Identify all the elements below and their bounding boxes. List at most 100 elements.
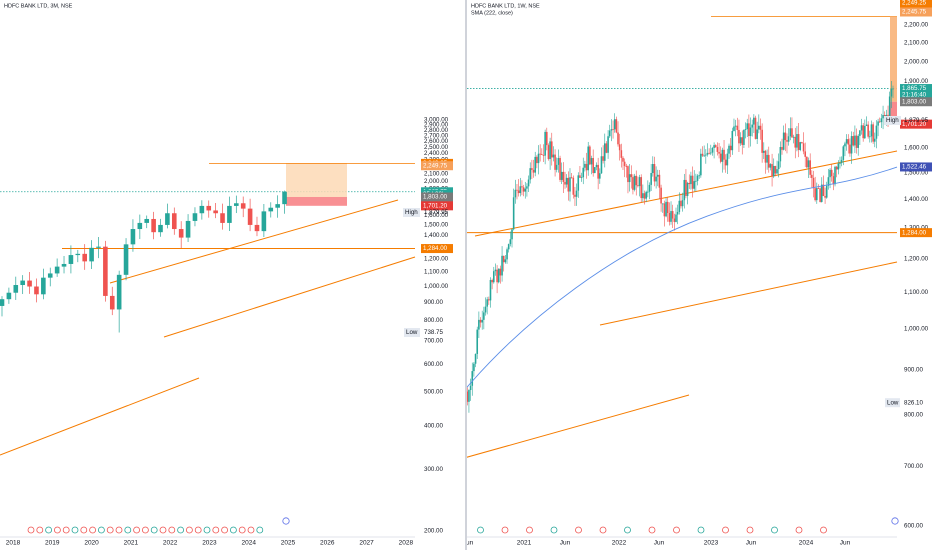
y-tick-label: 2,500.00 [424,144,449,151]
chart-3m-panel[interactable]: HDFC BANK LTD, 3M, NSE3,000.002,900.002,… [0,0,466,550]
event-marker-icon[interactable] [133,526,141,534]
stop-zone[interactable] [890,101,897,125]
candle-body [769,164,772,168]
candle-body [165,213,170,225]
candle-body [792,136,795,138]
candle-body [567,177,570,192]
event-marker-icon[interactable] [229,526,237,534]
trendline-base[interactable] [467,394,690,460]
event-marker-icon[interactable] [820,526,827,534]
trendline-upper[interactable] [109,199,399,284]
panel-divider[interactable] [465,0,467,550]
y-tick-label: 900.00 [424,299,443,306]
candle-body [577,175,580,191]
candle-body [261,211,267,232]
event-marker-icon[interactable] [150,526,158,534]
candle-body [185,220,191,238]
candle-body [68,255,74,264]
event-marker-icon[interactable] [98,526,105,534]
event-marker-icon[interactable] [159,526,167,534]
candle-body [569,177,571,192]
add-event-icon[interactable] [891,517,899,525]
candle-body [658,174,661,188]
event-marker-icon[interactable] [795,526,803,534]
candle-body [681,200,684,207]
event-marker-icon[interactable] [526,526,533,534]
stop-zone[interactable] [286,196,347,206]
candle-body [719,153,722,162]
event-marker-icon[interactable] [54,526,61,534]
candle-body [883,114,886,117]
candle-body [855,135,858,148]
candle-body [565,177,568,185]
sma-line[interactable] [467,166,898,388]
event-marker-icon[interactable] [599,526,607,534]
event-marker-icon[interactable] [550,526,558,534]
event-marker-icon[interactable] [185,526,193,534]
event-marker-icon[interactable] [247,526,255,534]
y-tick-label: 600.00 [904,523,923,530]
candle-body [537,153,540,164]
event-marker-icon[interactable] [106,526,114,534]
event-marker-icon[interactable] [124,526,132,534]
candle-body [541,154,543,155]
event-marker-icon[interactable] [89,526,96,534]
event-marker-icon[interactable] [624,526,631,534]
event-marker-icon[interactable] [168,526,176,534]
event-marker-icon[interactable] [256,526,264,534]
candle-body [478,319,480,330]
candle-body [560,171,563,180]
event-marker-icon[interactable] [203,526,211,534]
event-marker-icon[interactable] [115,526,123,534]
trendline-lower[interactable] [599,261,898,326]
y-tick-label: 400.00 [424,422,443,429]
event-marker-icon[interactable] [771,526,778,534]
event-marker-icon[interactable] [501,526,509,534]
event-marker-icon[interactable] [238,526,246,534]
candle-body [670,211,672,222]
target-zone[interactable] [890,16,897,102]
event-marker-icon[interactable] [194,526,202,534]
event-marker-icon[interactable] [45,526,52,534]
event-marker-icon[interactable] [722,526,729,534]
event-marker-icon[interactable] [575,526,582,534]
candle-body [650,173,652,185]
candle-body [144,218,150,223]
candle-body [830,169,833,177]
trendline-base[interactable] [0,377,200,456]
event-marker-icon[interactable] [648,526,656,534]
price-tag [900,84,932,94]
candle-body [671,211,674,219]
event-marker-icon[interactable] [221,526,229,534]
add-event-icon[interactable] [282,517,290,525]
event-marker-icon[interactable] [141,526,149,534]
y-tick-label: 800.00 [424,317,443,324]
event-marker-icon[interactable] [36,526,44,534]
event-marker-icon[interactable] [746,526,754,534]
y-tick-label: 1,500.00 [424,222,449,229]
candle-body [668,212,671,222]
event-marker-icon[interactable] [27,526,35,534]
candle-body [635,175,638,186]
candle-body [814,188,816,201]
y-tick-label: 1,600.00 [424,212,449,219]
trendline-lower[interactable] [163,256,416,338]
event-marker-icon[interactable] [673,526,680,534]
candle-body [806,156,808,168]
y-tick-label: 500.00 [424,388,443,395]
candle-body [615,119,618,133]
event-marker-icon[interactable] [477,526,484,534]
candle-body [552,154,555,158]
event-marker-icon[interactable] [80,526,88,534]
low-value: 826.10 [904,399,923,406]
target-zone[interactable] [286,163,347,197]
event-marker-icon[interactable] [71,526,79,534]
event-marker-icon[interactable] [62,526,70,534]
event-marker-icon[interactable] [697,526,705,534]
event-marker-icon[interactable] [212,526,220,534]
high-label: High [886,117,899,124]
y-tick-label: 1,000.00 [424,283,449,290]
candle-body [849,144,851,154]
event-marker-icon[interactable] [177,526,185,534]
